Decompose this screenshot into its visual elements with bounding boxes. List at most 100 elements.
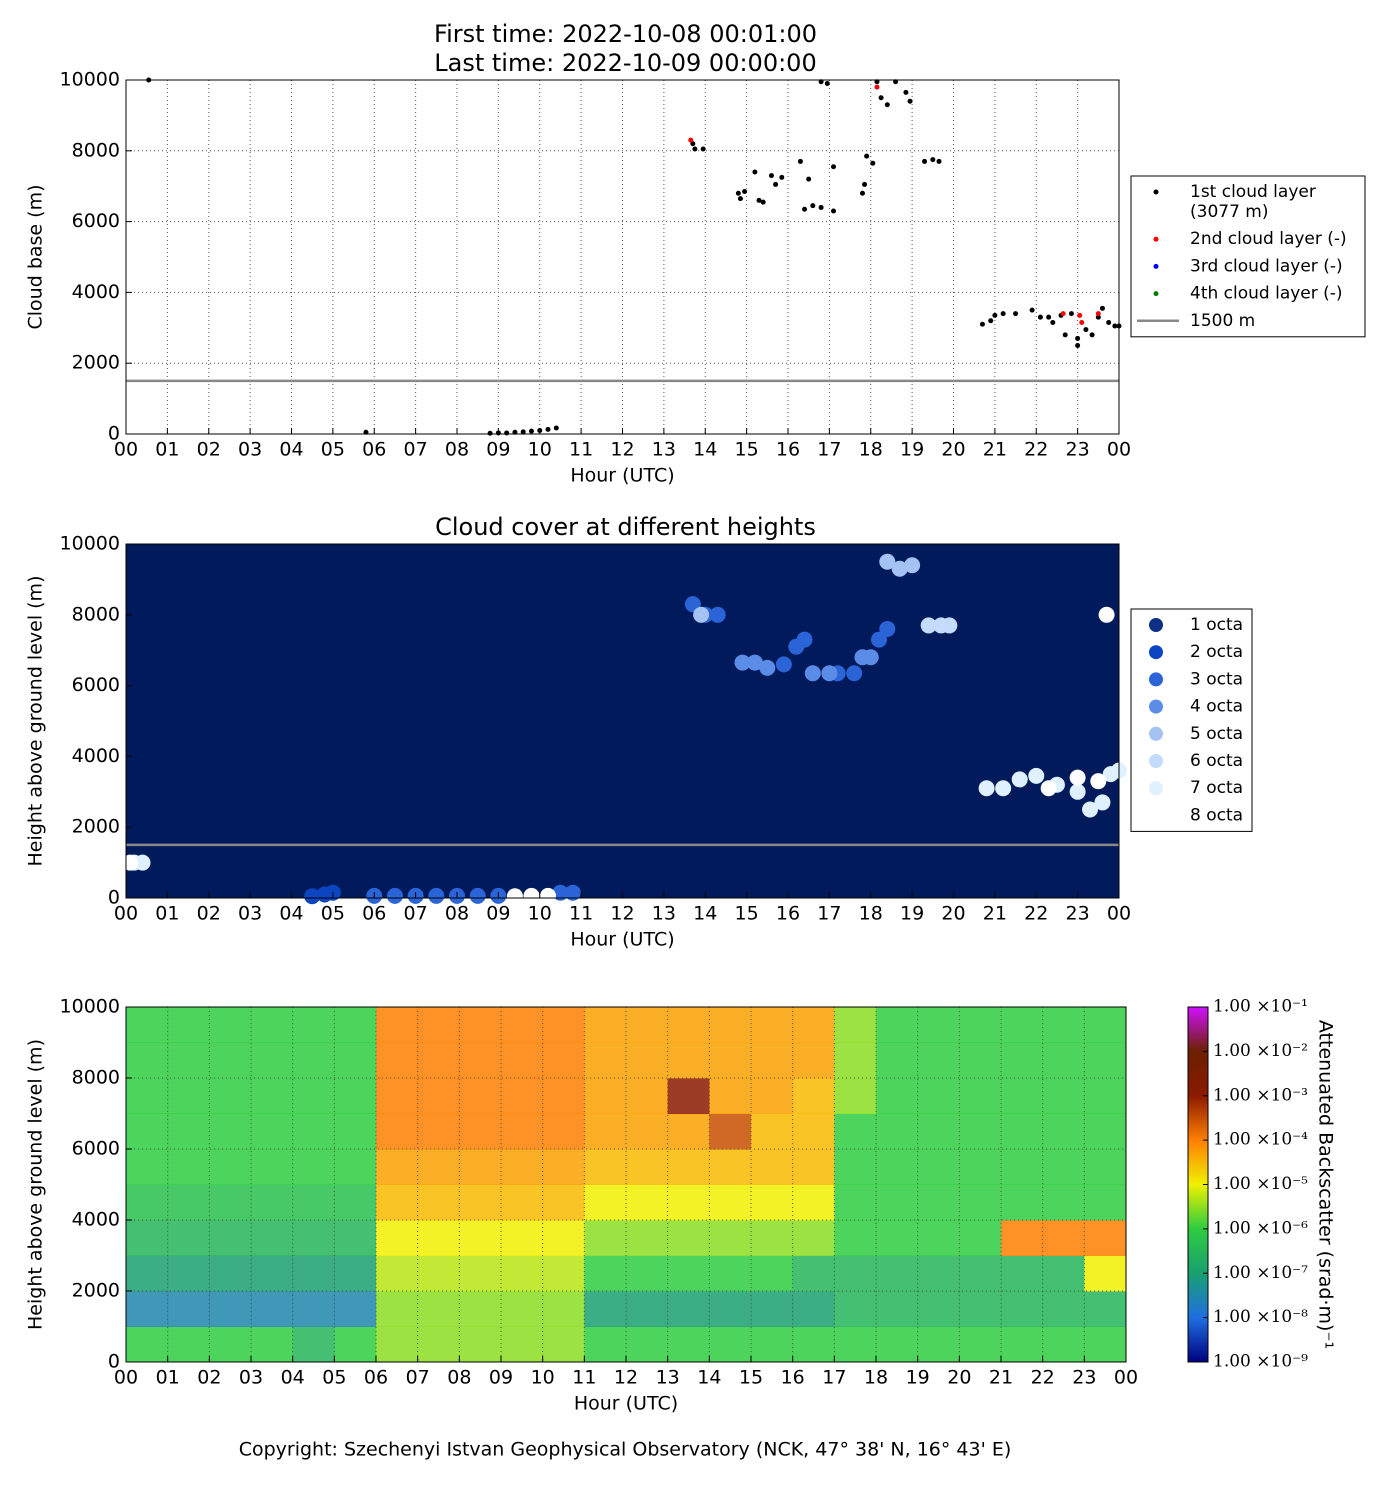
data-point	[469, 887, 486, 904]
data-point	[735, 190, 741, 196]
x-tick-label: 05	[322, 1367, 346, 1389]
heat-cell	[709, 1220, 752, 1256]
heat-cell	[459, 1184, 502, 1221]
heat-cell	[251, 1255, 294, 1292]
data-point	[797, 158, 803, 164]
legend-marker	[1149, 699, 1163, 714]
data-point	[992, 312, 998, 318]
x-tick-label: 15	[739, 1367, 763, 1389]
x-tick-label: 06	[362, 903, 386, 925]
heat-cell	[792, 1326, 835, 1363]
heat-cell	[626, 1042, 669, 1079]
y-tick-label: 0	[108, 423, 120, 445]
data-point	[528, 428, 534, 434]
y-tick-label: 8000	[72, 139, 120, 161]
heat-cell	[834, 1078, 877, 1114]
heat-cell	[417, 1042, 460, 1079]
y-tick-label: 8000	[72, 1067, 120, 1089]
data-point	[1037, 314, 1043, 320]
heat-cell	[376, 1149, 419, 1185]
x-tick-label: 18	[859, 439, 883, 461]
colorbar-tick-label: 1.00 ×10⁻⁵	[1213, 1174, 1308, 1194]
heat-cell	[1042, 1042, 1085, 1079]
x-tick-label: 18	[859, 903, 883, 925]
data-point	[893, 79, 899, 85]
heat-cell	[1001, 1255, 1044, 1292]
x-tick-label: 19	[900, 439, 924, 461]
data-point	[552, 884, 569, 901]
heat-cell	[501, 1291, 544, 1327]
heat-cell	[917, 1184, 960, 1221]
data-point	[864, 153, 870, 159]
heat-cell	[917, 1078, 960, 1114]
heat-cell	[376, 1291, 419, 1327]
data-point	[523, 887, 540, 904]
data-point	[746, 654, 763, 671]
heat-cell	[709, 1007, 752, 1043]
colorbar-tick-label: 1.00 ×10⁻⁷	[1213, 1263, 1308, 1283]
heat-cell	[209, 1220, 252, 1256]
colorbar-label: Attenuated Backscatter (srad·m)⁻¹	[1315, 1020, 1337, 1349]
heat-cell	[959, 1255, 1002, 1292]
heat-cell	[876, 1042, 919, 1079]
heat-cell	[459, 1255, 502, 1292]
heat-cell	[626, 1184, 669, 1221]
x-tick-label: 12	[610, 903, 634, 925]
data-point	[922, 158, 928, 164]
y-tick-label: 6000	[72, 674, 120, 696]
legend-marker	[1149, 618, 1163, 632]
heat-cell	[251, 1113, 294, 1150]
heat-cell	[1042, 1184, 1085, 1221]
data-point	[688, 137, 694, 143]
heat-cell	[501, 1042, 544, 1079]
y-tick-label: 10000	[60, 533, 120, 555]
data-point	[796, 631, 813, 648]
heat-cell	[126, 1326, 169, 1363]
heat-cell	[917, 1291, 960, 1327]
heat-cell	[542, 1042, 585, 1079]
data-point	[1079, 319, 1085, 325]
data-point	[1029, 307, 1035, 313]
heat-cell	[1001, 1184, 1044, 1221]
data-point	[891, 560, 908, 577]
x-tick-label: 20	[947, 1367, 971, 1389]
heat-cell	[167, 1184, 210, 1221]
heat-cell	[834, 1184, 877, 1221]
heat-cell	[417, 1113, 460, 1150]
legend-label: 3rd cloud layer (-)	[1190, 256, 1343, 276]
heat-cell	[959, 1007, 1002, 1043]
heat-cell	[167, 1255, 210, 1292]
y-tick-label: 0	[108, 1351, 120, 1373]
data-point	[734, 654, 751, 671]
heat-cell	[834, 1149, 877, 1185]
x-tick-label: 04	[281, 1367, 305, 1389]
heat-cell	[1042, 1326, 1085, 1363]
heat-cell	[126, 1220, 169, 1256]
heat-cell	[667, 1007, 710, 1043]
heat-cell	[959, 1078, 1002, 1114]
x-tick-label: 19	[900, 903, 924, 925]
y-tick-label: 10000	[60, 69, 120, 91]
legend: 1st cloud layer(3077 m) 2nd cloud layer (…	[1130, 175, 1366, 338]
heat-cell	[1042, 1220, 1085, 1256]
data-point	[504, 430, 510, 436]
heat-cell	[709, 1255, 752, 1292]
heat-cell	[167, 1007, 210, 1043]
heat-cell	[584, 1078, 627, 1114]
y-tick-label: 2000	[72, 1280, 120, 1302]
data-point	[904, 557, 921, 574]
heat-cell	[209, 1255, 252, 1292]
x-tick-label: 02	[197, 1367, 221, 1389]
heat-cell	[459, 1113, 502, 1150]
y-axis-label: Height above ground level (m)	[25, 1039, 47, 1330]
data-point	[1095, 314, 1101, 320]
heat-cell	[584, 1255, 627, 1292]
data-point	[1094, 794, 1111, 811]
x-tick-label: 23	[1066, 439, 1090, 461]
heat-cell	[792, 1184, 835, 1221]
legend-marker	[1149, 672, 1163, 687]
data-point	[1077, 312, 1083, 318]
heat-cell	[667, 1255, 710, 1292]
heat-cell	[876, 1007, 919, 1043]
